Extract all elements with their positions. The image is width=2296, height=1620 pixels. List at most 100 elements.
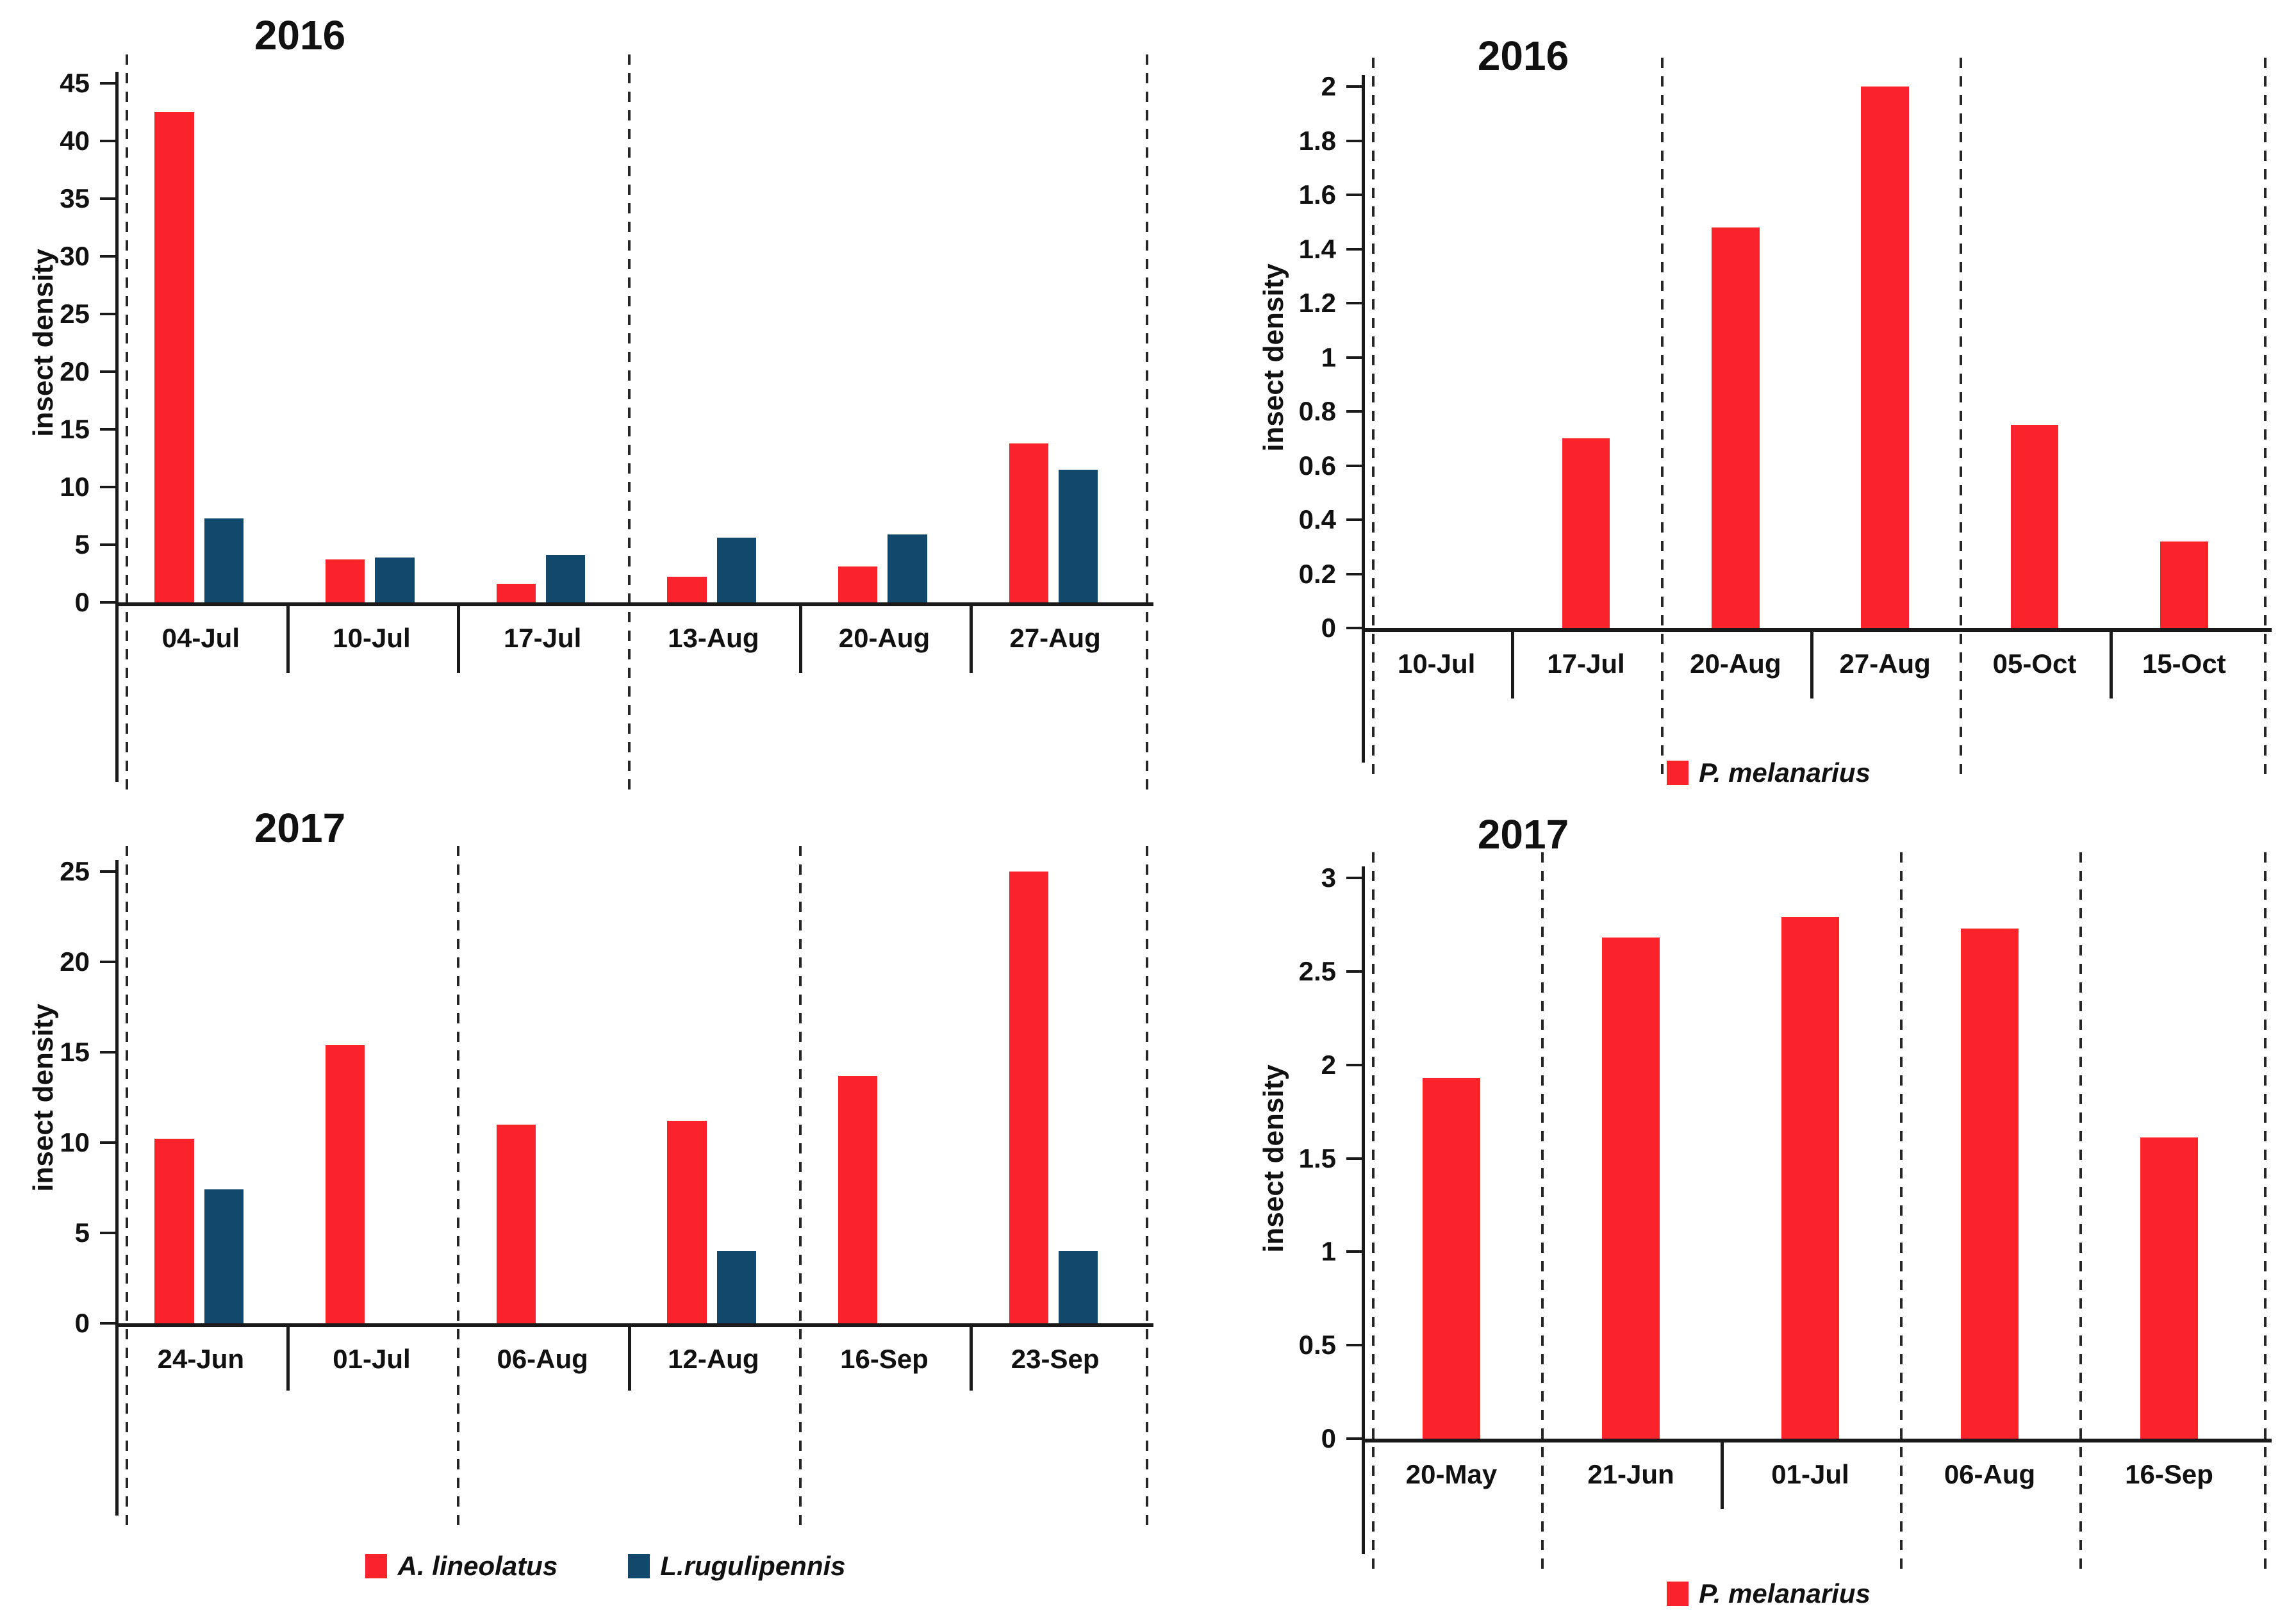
category-separator-tick <box>970 1323 973 1391</box>
legend-label: P. melanarius <box>1699 1578 1871 1608</box>
bar-l-rugulipennis-13-Aug <box>716 538 756 602</box>
bar-a-lineolatus-23-Sep <box>1009 872 1048 1323</box>
panel-title: 2017 <box>1477 811 1569 857</box>
group-divider-dashed <box>1541 852 1544 1570</box>
x-axis-line <box>1362 628 2272 632</box>
y-tick-mark <box>1346 970 1362 973</box>
y-axis-line <box>1362 866 1365 1554</box>
x-category-label: 16-Sep <box>840 1344 929 1374</box>
y-tick-mark <box>100 870 115 873</box>
bar-a-lineolatus-27-Aug <box>1009 443 1048 602</box>
y-tick-mark <box>1346 194 1362 196</box>
group-divider-dashed <box>1660 58 1664 779</box>
y-tick-mark <box>1346 139 1362 142</box>
y-tick-mark <box>100 601 115 604</box>
y-tick-label: 1.2 <box>1298 288 1336 318</box>
bar-l-rugulipennis-12-Aug <box>716 1251 756 1323</box>
legend-swatch-icon <box>365 1554 388 1578</box>
y-tick-mark <box>1346 302 1362 304</box>
x-category-label: 20-Aug <box>838 623 930 653</box>
chart-panel-2017-pmelanarius: 2017 insect density 0 0.5 1 1.5 2 2.5 3 20-May 21-… <box>1250 811 2288 1620</box>
legend: P. melanarius <box>1250 1578 2288 1609</box>
legend-item: L.rugulipennis <box>628 1551 846 1582</box>
bar-a-lineolatus-04-Jul <box>154 112 194 602</box>
y-tick-label: 35 <box>60 183 90 213</box>
group-divider-dashed <box>1146 846 1148 1532</box>
x-category-label: 27-Aug <box>1839 649 1931 679</box>
y-tick-label: 5 <box>74 529 90 559</box>
y-axis-line <box>115 72 119 782</box>
y-tick-label: 15 <box>60 1037 90 1067</box>
y-tick-label: 25 <box>60 856 90 886</box>
bar-a-lineolatus-01-Jul <box>326 1045 365 1323</box>
y-tick-mark <box>100 486 115 488</box>
y-tick-mark <box>1346 1063 1362 1066</box>
chart-panel-2016-lygus: 2016 insect density 0 5 10 15 20 25 30 35 40 45 04-J… <box>19 6 1192 807</box>
x-category-label: 21-Jun <box>1587 1459 1674 1489</box>
category-separator-tick <box>1511 628 1515 698</box>
category-separator-tick <box>798 602 802 673</box>
x-category-label: 24-Jun <box>157 1344 245 1374</box>
y-tick-label: 1.6 <box>1298 179 1336 210</box>
bar-p-melanarius-27-Aug <box>1861 87 1909 628</box>
y-axis-label: insect density <box>28 249 59 437</box>
legend-item: A. lineolatus <box>365 1551 557 1582</box>
y-tick-mark <box>100 370 115 373</box>
y-tick-mark <box>100 1322 115 1325</box>
category-separator-tick <box>1810 628 1813 698</box>
y-tick-label: 0.4 <box>1298 504 1336 534</box>
bar-a-lineolatus-10-Jul <box>326 559 365 602</box>
y-tick-label: 3 <box>1321 863 1336 893</box>
group-divider-dashed <box>2264 58 2267 779</box>
legend-swatch-icon <box>1667 1582 1689 1606</box>
y-tick-label: 0 <box>1321 613 1336 643</box>
y-tick-label: 40 <box>60 126 90 156</box>
x-category-label: 10-Jul <box>1397 649 1476 679</box>
y-axis-line <box>1362 75 1365 763</box>
category-separator-tick <box>286 1323 290 1391</box>
category-separator-tick <box>2109 628 2113 698</box>
y-tick-mark <box>100 1141 115 1144</box>
y-tick-label: 0 <box>1321 1423 1336 1453</box>
y-tick-mark <box>1346 1250 1362 1253</box>
y-tick-mark <box>100 543 115 546</box>
bar-p-melanarius-20-May <box>1423 1078 1480 1439</box>
group-divider-dashed <box>126 846 128 1532</box>
y-tick-label: 10 <box>60 1127 90 1157</box>
y-tick-label: 25 <box>60 299 90 329</box>
y-tick-mark <box>100 1232 115 1234</box>
group-divider-dashed <box>126 54 128 798</box>
legend-item: P. melanarius <box>1667 757 1871 788</box>
x-category-label: 01-Jul <box>333 1344 411 1374</box>
y-tick-mark <box>100 197 115 200</box>
group-divider-dashed <box>1372 58 1375 779</box>
y-tick-mark <box>1346 85 1362 88</box>
category-separator-tick <box>286 602 290 673</box>
x-category-label: 05-Oct <box>1992 649 2077 679</box>
bar-l-rugulipennis-17-Jul <box>546 555 586 602</box>
category-separator-tick <box>628 1323 631 1391</box>
bar-l-rugulipennis-20-Aug <box>888 534 927 602</box>
y-tick-mark <box>1346 518 1362 521</box>
panel-title: 2016 <box>254 12 346 58</box>
y-tick-label: 45 <box>60 68 90 98</box>
chart-panel-2017-lygus: 2017 insect density 0 5 10 15 20 25 24-Jun 01-Jul… <box>19 805 1192 1620</box>
x-axis-line <box>115 1323 1153 1327</box>
x-category-label: 13-Aug <box>668 623 759 653</box>
bar-p-melanarius-05-Oct <box>2010 425 2059 628</box>
y-tick-mark <box>1346 464 1362 467</box>
x-category-label: 20-Aug <box>1690 649 1781 679</box>
y-tick-label: 0 <box>74 587 90 617</box>
bar-a-lineolatus-12-Aug <box>667 1121 707 1323</box>
y-tick-label: 1 <box>1321 342 1336 372</box>
y-tick-label: 20 <box>60 356 90 386</box>
group-divider-dashed <box>1146 54 1148 798</box>
legend-label: P. melanarius <box>1699 757 1871 788</box>
bar-a-lineolatus-20-Aug <box>838 566 878 602</box>
y-tick-label: 0 <box>74 1308 90 1338</box>
category-separator-tick <box>970 602 973 673</box>
group-divider-dashed <box>628 54 631 798</box>
legend-label: L.rugulipennis <box>660 1551 846 1581</box>
y-tick-mark <box>1346 572 1362 575</box>
